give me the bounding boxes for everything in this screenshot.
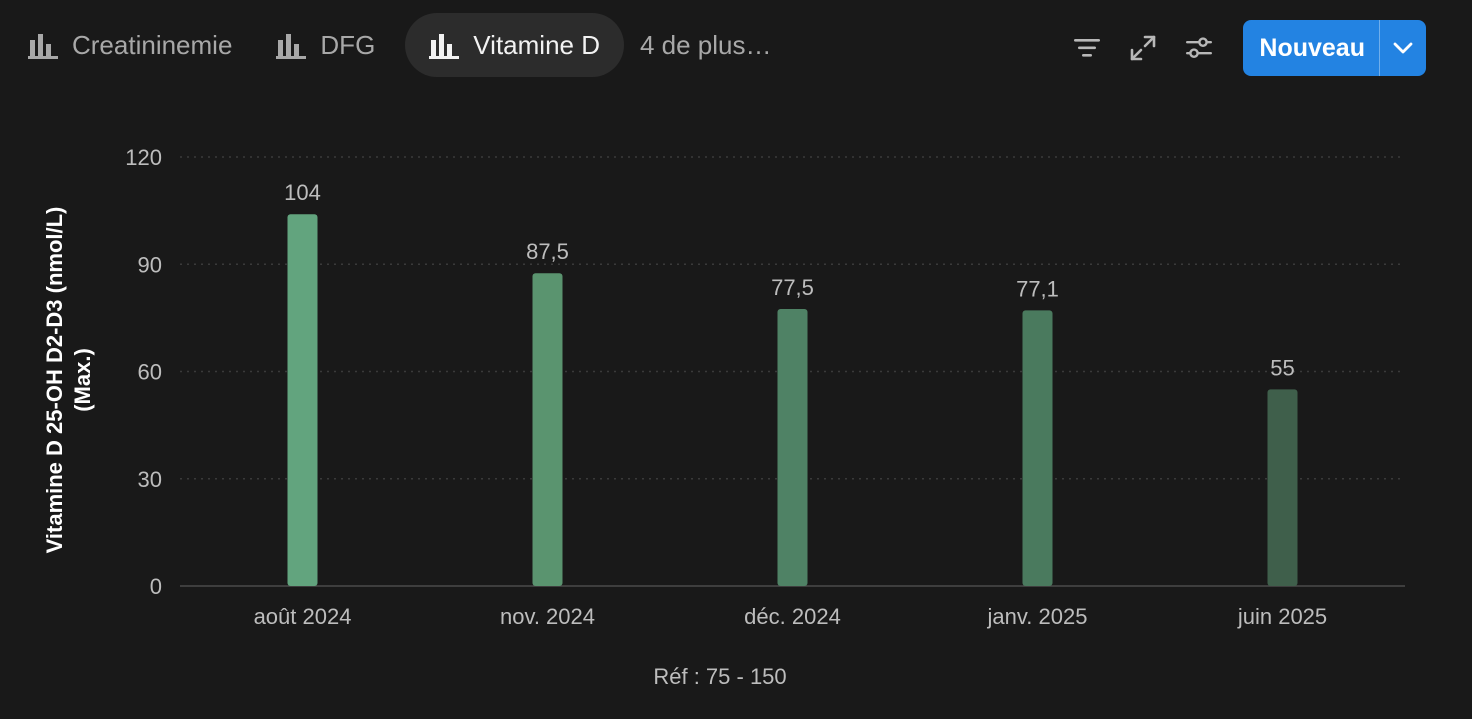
reference-range-label: Réf : 75 - 150: [653, 664, 786, 689]
bar[interactable]: [777, 308, 808, 586]
tab-vitamine-d[interactable]: Vitamine D: [405, 13, 624, 77]
y-tick-label: 90: [138, 252, 162, 277]
bar[interactable]: [1267, 389, 1298, 586]
data-label: 104: [284, 180, 321, 205]
button-divider: [1379, 20, 1380, 76]
data-label: 77,1: [1016, 276, 1059, 301]
data-label: 55: [1270, 355, 1294, 380]
y-tick-label: 120: [125, 145, 162, 170]
bar-chart-icon: [28, 34, 58, 59]
y-tick-label: 60: [138, 360, 162, 385]
data-label: 87,5: [526, 239, 569, 264]
view-toolbar: Nouveau: [1051, 20, 1426, 76]
new-button[interactable]: Nouveau: [1259, 33, 1365, 62]
tab-creatininemie[interactable]: Creatininemie: [14, 13, 256, 77]
chart-area: 0 30 60 90 120 104 87,5 77,5 77,1 55 août 2024 no…: [0, 96, 1472, 714]
x-tick-label: août 2024: [254, 604, 352, 629]
x-tick-label: nov. 2024: [500, 604, 595, 629]
bar[interactable]: [1022, 310, 1053, 586]
y-tick-label: 30: [138, 467, 162, 492]
x-axis-ticks: août 2024 nov. 2024 déc. 2024 janv. 2025 jui…: [254, 604, 1328, 629]
x-tick-label: déc. 2024: [744, 604, 841, 629]
bars: [287, 214, 1298, 586]
data-label: 77,5: [771, 275, 814, 300]
tab-label: DFG: [320, 29, 376, 60]
x-tick-label: janv. 2025: [987, 604, 1088, 629]
bar[interactable]: [532, 273, 563, 586]
view-tabs: Creatininemie DFG Vitamine D 4 de plus…: [14, 13, 782, 77]
bar-chart-icon: [429, 34, 460, 59]
x-tick-label: juin 2025: [1237, 604, 1327, 629]
settings-sliders-icon[interactable]: [1179, 28, 1219, 68]
data-labels: 104 87,5 77,5 77,1 55: [284, 180, 1295, 380]
filter-icon[interactable]: [1067, 28, 1107, 68]
chevron-down-icon: [1393, 42, 1413, 54]
y-axis-ticks: 0 30 60 90 120: [125, 145, 162, 599]
y-axis-label-secondary: (Max.): [70, 348, 95, 412]
view-header: Creatininemie DFG Vitamine D 4 de plus…: [0, 0, 1472, 96]
tab-label: Creatininemie: [72, 29, 233, 60]
tab-label: Vitamine D: [473, 29, 600, 60]
bar[interactable]: [287, 214, 318, 586]
new-dropdown-button[interactable]: [1380, 20, 1426, 76]
new-button-group: Nouveau: [1243, 20, 1426, 76]
vitamin-d-bar-chart: 0 30 60 90 120 104 87,5 77,5 77,1 55 août 2024 no…: [42, 145, 1405, 689]
expand-icon[interactable]: [1123, 28, 1163, 68]
tab-dfg[interactable]: DFG: [262, 13, 399, 77]
y-tick-label: 0: [150, 574, 162, 599]
bar-chart-icon: [276, 34, 307, 59]
y-axis-label: Vitamine D 25-OH D2-D3 (nmol/L): [42, 207, 67, 554]
more-tabs-button[interactable]: 4 de plus…: [639, 29, 772, 60]
